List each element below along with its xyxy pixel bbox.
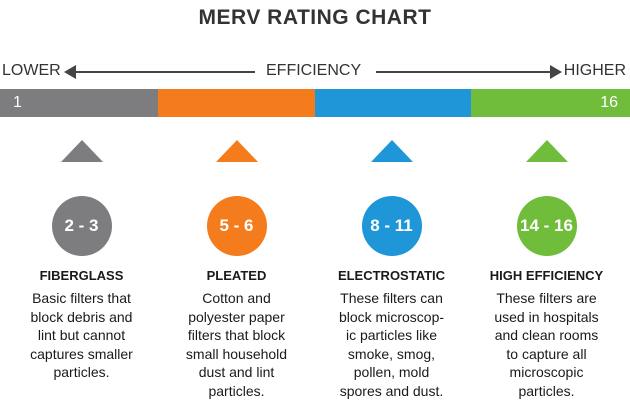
merv-range-badge: 2 - 3 (51, 196, 112, 256)
efficiency-axis: LOWER EFFICIENCY HIGHER (0, 60, 630, 84)
triangle-pointer-icon (370, 140, 413, 162)
chart-title: MERV RATING CHART (198, 6, 432, 29)
filter-description: These filters can block microscop- ic pa… (338, 290, 445, 399)
scale-segment-fiberglass (0, 89, 158, 117)
filter-type-name: PLEATED (206, 268, 267, 283)
filter-type-name: FIBERGLASS (39, 268, 124, 283)
triangle-pointer-icon (60, 140, 103, 162)
merv-range-badge: 5 - 6 (206, 196, 267, 256)
filter-type-name: ELECTROSTATIC (337, 268, 446, 283)
scale-max-value: 16 (600, 94, 618, 111)
efficiency-lower-label: LOWER (2, 62, 61, 79)
efficiency-higher-label: HIGHER (563, 62, 626, 79)
scale-segment-high-efficiency (471, 89, 630, 117)
scale-segment-electrostatic (315, 89, 471, 117)
filter-description: Cotton and polyester paper filters that … (185, 290, 288, 399)
arrow-right-icon (550, 65, 562, 79)
filter-type-name: HIGH EFFICIENCY (489, 268, 604, 283)
filter-description: Basic filters that block debris and lint… (30, 290, 133, 380)
arrow-left-icon (64, 65, 76, 79)
scale-min-value: 1 (13, 94, 22, 111)
scale-segment-pleated (158, 89, 315, 117)
arrow-right-line (376, 71, 554, 73)
triangle-pointer-icon (215, 140, 258, 162)
merv-range-badge: 8 - 11 (361, 196, 422, 256)
triangle-pointer-icon (525, 140, 568, 162)
merv-scale-bar: 1 16 (0, 89, 630, 117)
arrow-left-line (72, 71, 255, 73)
merv-range-badge: 14 - 16 (516, 196, 577, 256)
efficiency-label: EFFICIENCY (266, 62, 362, 79)
filter-description: These filters are used in hospitals and … (494, 290, 599, 399)
